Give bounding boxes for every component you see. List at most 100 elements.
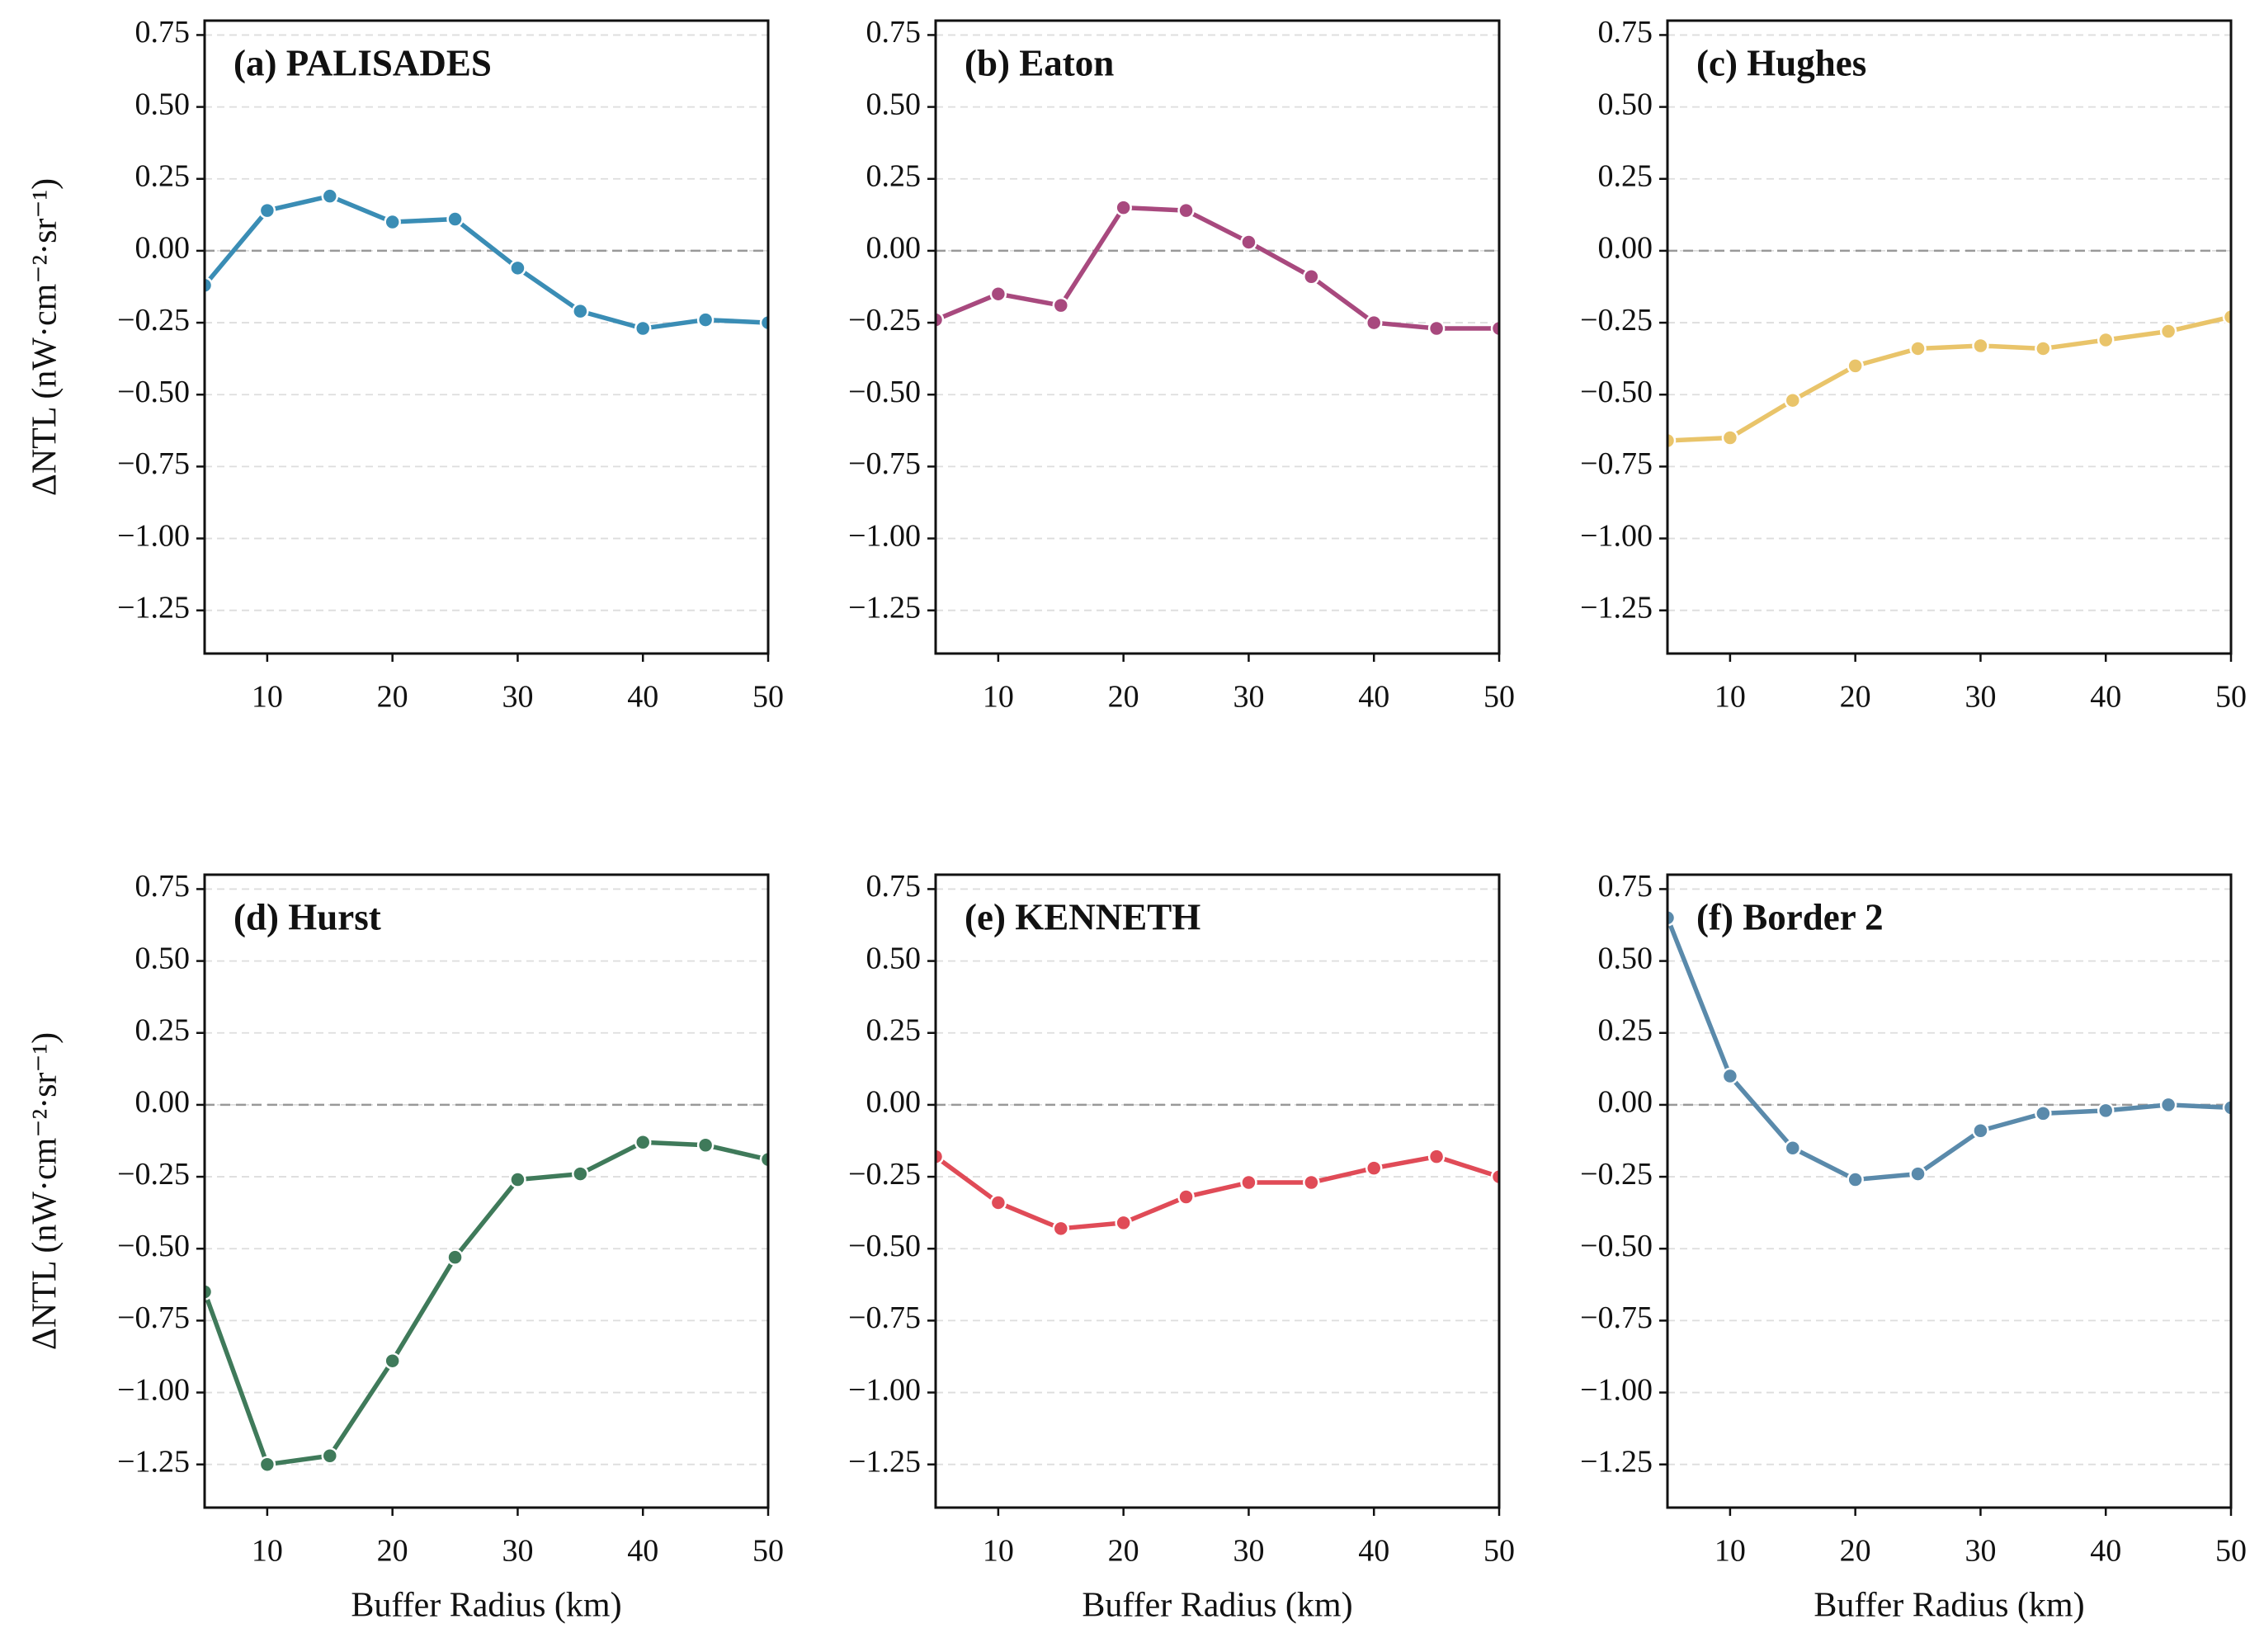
x-tick-label: 40	[2090, 680, 2121, 715]
data-point	[1490, 319, 1499, 337]
y-tick-label: 0.50	[135, 87, 191, 121]
x-tick-label: 10	[983, 1534, 1014, 1569]
data-point	[1909, 1165, 1927, 1182]
y-tick-label: −0.25	[848, 303, 921, 337]
data-point	[509, 1171, 526, 1188]
y-tick-label: −1.25	[1580, 590, 1653, 625]
panel: −1.25 −1.00 −0.75 −0.50 −0.25 0.00 0.25 0.50 0.7…	[1580, 15, 2247, 715]
y-tick-label: 0.00	[1598, 231, 1653, 266]
x-tick-label: 50	[2215, 680, 2247, 715]
x-axis-label: Buffer Radius (km)	[1082, 1587, 1352, 1625]
x-tick-label: 40	[1358, 680, 1389, 715]
data-line	[1667, 314, 2231, 443]
data-point	[1847, 357, 1864, 375]
y-tick-label: 0.50	[135, 941, 191, 975]
y-tick-label: 0.75	[1598, 15, 1653, 50]
y-tick-label: −1.00	[848, 1372, 921, 1407]
x-axis-label: Buffer Radius (km)	[1814, 1587, 2084, 1625]
panel: −1.25 −1.00 −0.75 −0.50 −0.25 0.00 0.25 0.50 0.7…	[1580, 869, 2247, 1624]
data-line	[205, 193, 768, 331]
x-tick-label: 50	[1483, 680, 1515, 715]
y-tick-label: −0.75	[117, 446, 190, 481]
data-point	[1847, 1171, 1864, 1188]
axes-frame	[934, 19, 1501, 655]
data-point	[1427, 319, 1446, 337]
data-line	[205, 1140, 768, 1467]
y-tick-label: −0.25	[1580, 303, 1653, 337]
data-point	[1240, 234, 1257, 251]
panel-title: (a) PALISADES	[233, 42, 492, 83]
y-tick-label: −1.25	[117, 1444, 190, 1479]
y-tick-label: 0.00	[1598, 1085, 1653, 1120]
data-point	[2159, 1096, 2177, 1114]
y-tick-label: −0.50	[117, 1229, 190, 1263]
x-tick-label: 20	[377, 680, 408, 715]
data-point	[2097, 1102, 2115, 1120]
y-tick-label: −0.25	[117, 303, 190, 337]
data-point	[205, 276, 214, 294]
y-tick-label: 0.75	[135, 869, 191, 904]
y-axis-label: ΔNTL (nW·cm⁻²·sr⁻¹)	[26, 1032, 64, 1350]
data-point	[1177, 201, 1195, 219]
y-tick-label: −0.50	[1580, 1229, 1653, 1263]
data-point	[1784, 391, 1802, 409]
data-point	[2222, 308, 2231, 326]
y-tick-label: 0.25	[866, 158, 922, 193]
y-tick-label: 0.25	[866, 1012, 922, 1047]
data-point	[759, 1150, 768, 1168]
x-tick-label: 20	[1840, 1534, 1871, 1569]
data-point	[1365, 1159, 1383, 1177]
data-point	[1721, 1067, 1739, 1085]
x-tick-label: 10	[1715, 1534, 1746, 1569]
data-point	[989, 285, 1007, 303]
y-tick-label: 0.50	[1598, 87, 1653, 121]
data-point	[696, 311, 715, 328]
plot-area	[1667, 308, 2231, 450]
x-axis-label: Buffer Radius (km)	[351, 1587, 621, 1625]
data-point	[1115, 1214, 1132, 1232]
data-point	[509, 259, 526, 277]
y-tick-label: −1.25	[117, 590, 190, 625]
y-tick-label: 0.50	[866, 87, 922, 121]
data-point	[1972, 337, 1989, 355]
data-point	[2035, 340, 2052, 357]
data-point	[696, 1136, 715, 1154]
x-tick-label: 50	[752, 680, 784, 715]
y-tick-label: −0.50	[848, 375, 921, 409]
panel: −1.25 −1.00 −0.75 −0.50 −0.25 0.00 0.25 0.50 0.7…	[848, 15, 1515, 715]
y-tick-label: −0.25	[848, 1157, 921, 1192]
plot-area	[205, 187, 768, 337]
data-point	[1240, 1173, 1257, 1192]
y-tick-label: 0.75	[1598, 869, 1653, 904]
x-tick-label: 50	[752, 1534, 784, 1569]
y-tick-label: 0.75	[135, 15, 191, 50]
x-tick-label: 10	[252, 680, 283, 715]
x-tick-label: 30	[1964, 680, 1996, 715]
y-tick-label: −1.00	[117, 518, 190, 553]
y-tick-label: −1.25	[1580, 1444, 1653, 1479]
data-point	[2159, 323, 2177, 340]
data-point	[384, 1352, 401, 1370]
y-tick-label: −1.00	[1580, 518, 1653, 553]
data-point	[321, 187, 339, 205]
x-tick-label: 20	[1840, 680, 1871, 715]
data-point	[1052, 296, 1070, 314]
axes-frame	[934, 873, 1501, 1509]
x-tick-label: 30	[502, 1534, 533, 1569]
panel-title: (b) Eaton	[965, 42, 1114, 83]
data-point	[384, 213, 401, 231]
x-tick-label: 30	[1233, 1534, 1264, 1569]
y-tick-label: 0.50	[866, 941, 922, 975]
panel: −1.25 −1.00 −0.75 −0.50 −0.25 0.00 0.25 0.50 0.7…	[848, 869, 1515, 1624]
x-tick-label: 40	[627, 1534, 658, 1569]
data-point	[1721, 429, 1739, 446]
panel: −1.25 −1.00 −0.75 −0.50 −0.25 0.00 0.25 0.50 0.7…	[26, 869, 784, 1624]
data-point	[2097, 331, 2115, 349]
data-point	[205, 1283, 214, 1300]
x-tick-label: 30	[1233, 680, 1264, 715]
y-tick-label: −0.50	[117, 375, 190, 409]
y-tick-label: −0.75	[848, 1300, 921, 1335]
data-point	[1667, 432, 1677, 450]
